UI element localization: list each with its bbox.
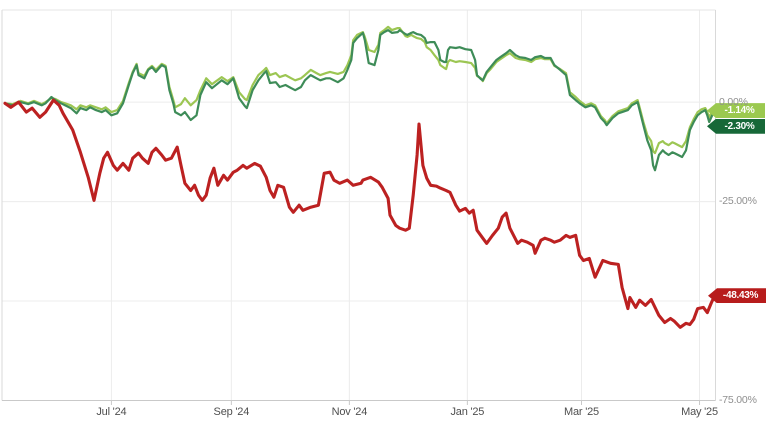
x-axis-label: Jul '24 (96, 406, 127, 418)
y-axis-label: 0.00% (719, 95, 748, 108)
x-axis-label: May '25 (681, 406, 718, 418)
y-axis-label: -75.00% (719, 394, 757, 406)
red-series-line (3, 98, 717, 329)
end-value-badge-dark-green: -2.30% (707, 118, 765, 134)
x-axis-label: Sep '24 (213, 406, 250, 418)
end-value-badge-light-green: -1.14% (707, 103, 765, 119)
x-axis-label: Mar '25 (564, 406, 599, 418)
dark-green-series-line (3, 29, 717, 172)
x-axis-label: Nov '24 (331, 406, 368, 418)
end-value-badge-red: -48.43% (708, 288, 766, 304)
x-axis-label: Jan '25 (450, 406, 485, 418)
plot-area[interactable] (2, 10, 716, 401)
y-axis-label: -25.00% (719, 195, 757, 208)
